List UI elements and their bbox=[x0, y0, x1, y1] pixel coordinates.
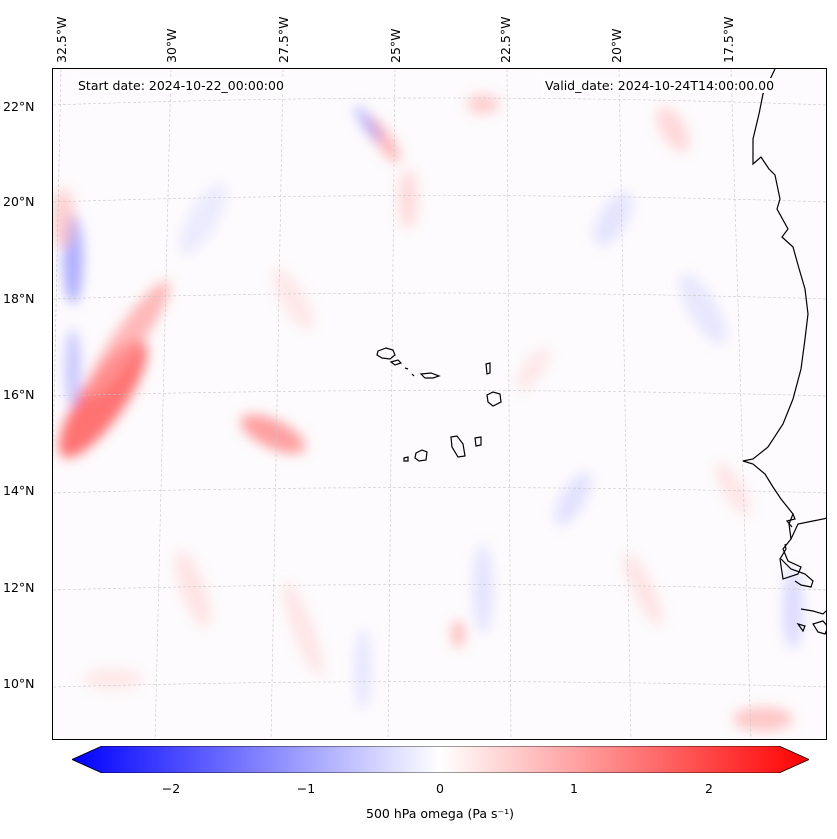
lat-label-14n: 14°N bbox=[3, 483, 35, 498]
omega-field-shading bbox=[53, 94, 803, 731]
island-santiago bbox=[450, 435, 466, 458]
colorbar-gradient bbox=[72, 746, 809, 773]
island-bissagos-2 bbox=[796, 622, 806, 633]
lon-label-20w: 20°W bbox=[609, 28, 624, 63]
island-brava bbox=[403, 456, 409, 462]
colorbar-label: 500 hPa omega (Pa s⁻¹) bbox=[366, 806, 514, 821]
island-bissagos-1 bbox=[812, 620, 826, 635]
lat-label-20n: 20°N bbox=[3, 194, 35, 209]
west-africa-coastline bbox=[742, 69, 826, 635]
cbar-tick-1: 1 bbox=[570, 781, 578, 796]
coastline-guinea-bissau bbox=[780, 558, 814, 588]
start-date-label: Start date: 2024-10-22_00:00:00 bbox=[76, 78, 286, 93]
cape-verde-islands bbox=[376, 347, 502, 462]
cbar-tick-0: 0 bbox=[436, 781, 444, 796]
lon-label-27-5w: 27.5°W bbox=[276, 16, 291, 63]
graticule bbox=[53, 69, 826, 739]
island-boa-vista bbox=[486, 391, 502, 407]
island-sao-vicente bbox=[389, 359, 403, 366]
coastline-gambia bbox=[790, 517, 826, 540]
coastline-bissagos bbox=[800, 608, 826, 615]
colorbar bbox=[72, 746, 809, 773]
lon-label-32-5w: 32.5°W bbox=[54, 16, 69, 63]
lat-label-22n: 22°N bbox=[3, 99, 35, 114]
lat-label-16n: 16°N bbox=[3, 387, 35, 402]
lon-label-30w: 30°W bbox=[164, 28, 179, 63]
island-santa-luzia bbox=[404, 367, 409, 370]
coastline-dakar bbox=[785, 513, 796, 528]
island-maio bbox=[474, 436, 482, 447]
island-santo-antao bbox=[376, 347, 396, 360]
island-fogo bbox=[414, 449, 428, 462]
lat-label-10n: 10°N bbox=[3, 676, 35, 691]
cbar-tick-2: 2 bbox=[705, 781, 713, 796]
lon-label-17-5w: 17.5°W bbox=[721, 16, 736, 63]
cbar-tick-neg1: −1 bbox=[296, 781, 316, 796]
island-sal bbox=[485, 362, 491, 375]
cbar-tick-neg2: −2 bbox=[161, 781, 181, 796]
island-razo bbox=[411, 373, 415, 377]
coastline-mauritania-senegal bbox=[742, 69, 809, 580]
omega-field-map bbox=[53, 69, 826, 739]
lat-label-18n: 18°N bbox=[3, 291, 35, 306]
lon-label-22-5w: 22.5°W bbox=[498, 16, 513, 63]
valid-date-label: Valid_date: 2024-10-24T14:00:00.00 bbox=[543, 78, 777, 93]
lon-label-25w: 25°W bbox=[388, 28, 403, 63]
lat-label-12n: 12°N bbox=[3, 580, 35, 595]
map-panel bbox=[52, 68, 827, 740]
island-sao-nicolau bbox=[419, 372, 441, 379]
